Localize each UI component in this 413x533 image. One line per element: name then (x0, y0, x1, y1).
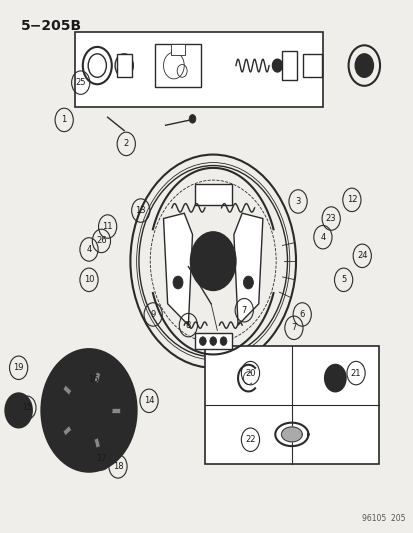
Text: 2: 2 (123, 140, 128, 148)
Circle shape (220, 337, 226, 345)
Text: 17: 17 (96, 454, 107, 463)
Circle shape (76, 393, 102, 427)
Text: 7: 7 (291, 324, 296, 332)
Text: 9: 9 (150, 310, 155, 319)
Text: 7: 7 (241, 306, 246, 314)
Text: 20: 20 (244, 369, 255, 377)
Text: 5: 5 (340, 276, 345, 284)
Text: 16: 16 (88, 375, 98, 384)
Bar (282, 51, 297, 80)
Circle shape (189, 115, 195, 123)
Bar (194, 333, 231, 349)
Circle shape (173, 276, 183, 289)
Circle shape (202, 274, 208, 283)
Text: 1: 1 (62, 116, 66, 124)
Circle shape (324, 365, 345, 391)
Text: 4: 4 (320, 233, 325, 241)
Text: 26: 26 (96, 237, 107, 245)
Text: 23: 23 (325, 214, 336, 223)
Circle shape (354, 54, 373, 77)
Circle shape (206, 253, 219, 269)
Bar (204, 346, 378, 464)
Text: 5−205B: 5−205B (21, 19, 82, 33)
Text: 19: 19 (13, 364, 24, 372)
Circle shape (243, 276, 253, 289)
Bar (116, 54, 131, 77)
Circle shape (190, 232, 235, 290)
Circle shape (69, 419, 78, 430)
Circle shape (202, 239, 208, 248)
Circle shape (69, 391, 78, 401)
Circle shape (176, 280, 180, 285)
Text: 6: 6 (299, 310, 304, 319)
Text: 18: 18 (112, 462, 123, 471)
Polygon shape (233, 213, 262, 325)
Text: 10: 10 (83, 276, 94, 284)
Circle shape (199, 337, 206, 345)
Text: 12: 12 (346, 196, 356, 204)
Circle shape (83, 403, 95, 418)
Circle shape (225, 257, 232, 265)
Text: 11: 11 (102, 222, 113, 231)
Circle shape (11, 401, 26, 420)
Bar (108, 408, 119, 413)
Bar (170, 44, 185, 55)
Circle shape (5, 393, 32, 427)
Bar (63, 385, 75, 398)
Circle shape (209, 337, 216, 345)
Circle shape (272, 59, 282, 72)
Text: 24: 24 (356, 252, 367, 260)
Circle shape (90, 429, 99, 439)
Circle shape (246, 280, 250, 285)
Text: 21: 21 (350, 369, 361, 377)
Circle shape (41, 349, 136, 472)
Bar (303, 54, 321, 77)
Text: 96105  205: 96105 205 (361, 514, 405, 523)
Circle shape (194, 257, 200, 265)
Text: 3: 3 (295, 197, 300, 206)
Bar (93, 433, 100, 449)
Text: 13: 13 (135, 206, 146, 215)
Circle shape (217, 239, 224, 248)
Text: 15: 15 (21, 403, 32, 412)
Polygon shape (163, 213, 192, 325)
Text: 25: 25 (75, 78, 86, 87)
Text: 8: 8 (185, 321, 190, 329)
Polygon shape (281, 427, 301, 442)
Text: 14: 14 (143, 397, 154, 405)
Bar (74, 32, 322, 107)
Text: 4: 4 (86, 245, 91, 254)
Bar (155, 44, 200, 87)
Bar (93, 372, 100, 388)
Bar (63, 423, 75, 436)
Circle shape (217, 274, 224, 283)
Circle shape (104, 405, 112, 416)
Bar (194, 184, 231, 205)
Circle shape (90, 382, 99, 392)
Circle shape (330, 372, 339, 384)
Text: 22: 22 (244, 435, 255, 444)
